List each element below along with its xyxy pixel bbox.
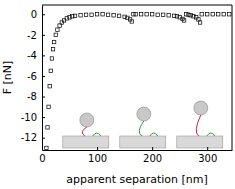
- y-tick: -4: [27, 50, 45, 61]
- y-tick: 0: [31, 9, 45, 20]
- point: [132, 13, 135, 16]
- point: [90, 13, 93, 16]
- chart: 0 100 200 300 0 -2 -4 -6 -8 -10 -12 apparent separa…: [0, 0, 235, 189]
- point: [139, 13, 142, 16]
- point: [206, 13, 209, 16]
- point: [79, 14, 82, 17]
- y-tick-mark: [42, 55, 45, 56]
- y-tick-label: -6: [27, 71, 37, 82]
- point: [56, 28, 59, 31]
- x-tick-mark: [97, 147, 98, 150]
- y-tick: -10: [21, 112, 45, 123]
- x-tick-mark: [152, 147, 153, 150]
- x-tick-label: 200: [143, 153, 162, 164]
- point: [228, 13, 231, 16]
- point: [134, 13, 137, 16]
- x-tick-label: 0: [39, 153, 45, 164]
- x-axis-title: apparent separation [nm]: [66, 173, 208, 186]
- substrate: [63, 136, 109, 148]
- point: [200, 13, 203, 16]
- y-tick-mark: [42, 97, 45, 98]
- y-tick-mark: [42, 117, 45, 118]
- series: [45, 13, 231, 150]
- substrate: [120, 136, 166, 148]
- point: [117, 14, 120, 17]
- y-tick-mark: [42, 14, 45, 15]
- y-tick-label: -2: [27, 30, 37, 41]
- point: [50, 57, 53, 60]
- y-tick-label: -8: [27, 91, 37, 102]
- point: [49, 69, 52, 72]
- point: [95, 13, 98, 16]
- polymer: [82, 127, 87, 136]
- point: [222, 13, 225, 16]
- y-axis: 0 -2 -4 -6 -8 -10 -12: [21, 6, 45, 151]
- x-tick-label: 300: [198, 153, 217, 164]
- x-tick-label: 100: [88, 153, 107, 164]
- point: [211, 13, 214, 16]
- y-tick-label: -4: [27, 50, 37, 61]
- frame: [232, 5, 233, 150]
- frame: [42, 5, 232, 6]
- y-tick-label: -10: [21, 112, 37, 123]
- point: [106, 13, 109, 16]
- bead: [80, 113, 94, 127]
- y-tick-mark: [42, 35, 45, 36]
- polymer: [196, 115, 201, 136]
- y-axis-title: F [nN]: [1, 61, 14, 95]
- point: [73, 14, 76, 17]
- point: [167, 14, 170, 17]
- point: [84, 13, 87, 16]
- point: [161, 13, 164, 16]
- point: [198, 21, 201, 24]
- point: [54, 33, 57, 36]
- plot: 0 100 200 300 0 -2 -4 -6 -8 -10 -12: [21, 5, 233, 164]
- point: [101, 13, 104, 16]
- y-tick: -12: [21, 132, 45, 143]
- point: [112, 14, 115, 17]
- x-tick: 200: [143, 147, 162, 164]
- point: [182, 19, 185, 22]
- point: [156, 13, 159, 16]
- point: [60, 21, 63, 24]
- y-tick: -8: [27, 91, 45, 102]
- polymer: [139, 121, 144, 136]
- y-tick: -2: [27, 30, 45, 41]
- point: [51, 48, 54, 51]
- y-tick: -6: [27, 71, 45, 82]
- y-tick-mark: [42, 76, 45, 77]
- point: [217, 13, 220, 16]
- x-axis-line: [43, 150, 233, 151]
- x-tick-mark: [207, 147, 208, 150]
- x-tick: 300: [198, 147, 217, 164]
- polymer: [93, 133, 101, 136]
- bead: [194, 101, 208, 115]
- point: [48, 85, 51, 88]
- point: [52, 40, 55, 43]
- x-tick: 100: [88, 147, 107, 164]
- point: [130, 20, 133, 23]
- point: [150, 13, 153, 16]
- point: [47, 105, 50, 108]
- substrate: [177, 136, 223, 148]
- polymer: [207, 133, 215, 136]
- x-axis: 0 100 200 300: [39, 147, 232, 164]
- bead: [137, 107, 151, 121]
- point: [46, 126, 49, 129]
- point: [145, 13, 148, 16]
- point: [45, 146, 48, 149]
- polymer: [150, 133, 158, 136]
- y-tick-label: 0: [31, 9, 37, 20]
- y-tick-label: -12: [21, 132, 37, 143]
- insets: [63, 101, 223, 148]
- point: [195, 16, 198, 19]
- y-tick-mark: [42, 138, 45, 139]
- y-axis-line: [42, 6, 43, 151]
